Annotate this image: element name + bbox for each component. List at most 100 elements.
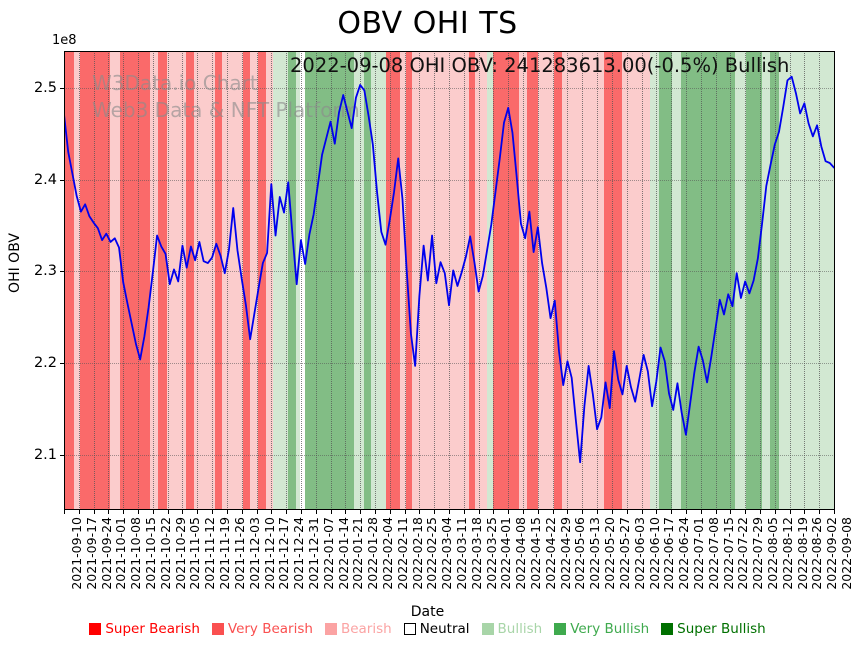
legend-swatch-icon <box>324 623 337 635</box>
x-gridline <box>138 51 140 510</box>
signal-band <box>761 51 771 510</box>
x-gridline <box>641 51 643 510</box>
x-gridline <box>434 51 436 510</box>
x-tick-mark <box>611 510 613 514</box>
legend-item[interactable]: Very Bullish <box>554 621 649 637</box>
x-tick-label: 2022-01-07 <box>320 517 336 590</box>
x-gridline <box>730 51 732 510</box>
legend-item[interactable]: Bearish <box>324 621 392 637</box>
x-tick-mark <box>286 510 288 514</box>
x-tick-label: 2022-02-25 <box>424 517 440 590</box>
legend-label: Super Bearish <box>105 621 200 637</box>
x-tick-label: 2021-11-05 <box>187 517 203 590</box>
x-tick-label: 2021-12-31 <box>305 517 321 590</box>
y-gridline <box>64 87 835 89</box>
x-tick-mark <box>552 510 554 514</box>
x-gridline <box>819 51 821 510</box>
x-tick-mark <box>434 510 436 514</box>
y-gridline <box>64 271 835 273</box>
x-tick-mark <box>759 510 761 514</box>
x-tick-label: 2021-10-22 <box>157 517 173 590</box>
x-gridline <box>78 51 80 510</box>
y-tick-label: 2.2 <box>33 355 57 372</box>
legend-swatch-icon <box>403 623 416 635</box>
signal-band <box>110 51 120 510</box>
signal-band <box>193 51 216 510</box>
legend-swatch-icon <box>661 623 674 635</box>
x-gridline <box>330 51 332 510</box>
x-tick-label: 2022-04-08 <box>513 517 529 590</box>
legend-item[interactable]: Neutral <box>403 621 470 637</box>
x-tick-label: 2021-10-01 <box>113 517 129 590</box>
watermark-line-2: Web3 Data & NFT Platform <box>92 98 360 122</box>
signal-band <box>553 51 563 510</box>
x-gridline <box>345 51 347 510</box>
y-tick-mark <box>60 363 64 365</box>
x-tick-label: 2022-07-15 <box>720 517 736 590</box>
x-gridline <box>256 51 258 510</box>
x-gridline <box>597 51 599 510</box>
x-tick-mark <box>330 510 332 514</box>
x-gridline <box>611 51 613 510</box>
x-tick-mark <box>182 510 184 514</box>
x-gridline <box>404 51 406 510</box>
signal-band <box>734 51 746 510</box>
x-tick-mark <box>315 510 317 514</box>
signal-band <box>158 51 167 510</box>
signal-band <box>272 51 288 510</box>
x-tick-mark <box>197 510 199 514</box>
x-tick-label: 2022-02-18 <box>409 517 425 590</box>
x-tick-mark <box>626 510 628 514</box>
legend-item[interactable]: Bullish <box>481 621 542 637</box>
signal-band <box>185 51 194 510</box>
x-tick-mark <box>834 510 835 514</box>
x-tick-mark <box>374 510 376 514</box>
signal-band <box>353 51 364 510</box>
signal-band <box>257 51 266 510</box>
x-tick-label: 2022-05-20 <box>602 517 618 590</box>
legend-label: Neutral <box>419 621 470 637</box>
x-tick-mark <box>730 510 732 514</box>
y-gridline <box>64 179 835 181</box>
signal-band <box>659 51 672 510</box>
x-gridline <box>360 51 362 510</box>
x-gridline <box>523 51 525 510</box>
x-tick-mark <box>78 510 80 514</box>
x-gridline <box>463 51 465 510</box>
y-axis-title: OHI OBV <box>7 233 23 293</box>
signal-band <box>468 51 475 510</box>
legend-item[interactable]: Super Bullish <box>661 621 766 637</box>
x-tick-mark <box>241 510 243 514</box>
x-tick-label: 2022-08-05 <box>764 517 780 590</box>
x-gridline <box>271 51 273 510</box>
x-gridline <box>315 51 317 510</box>
x-tick-mark <box>804 510 806 514</box>
x-tick-mark <box>152 510 154 514</box>
x-gridline <box>449 51 450 510</box>
signal-band <box>779 51 835 510</box>
chart-legend: Super Bearish Very Bearish Bearish Neutral B… <box>0 621 855 637</box>
y-tick-label: 2.4 <box>33 171 57 188</box>
x-gridline <box>226 51 228 510</box>
x-tick-label: 2021-11-26 <box>231 517 247 590</box>
x-tick-label: 2022-06-17 <box>661 517 677 590</box>
x-tick-mark <box>449 510 450 514</box>
legend-item[interactable]: Very Bearish <box>211 621 313 637</box>
x-tick-label: 2022-02-04 <box>379 517 395 590</box>
x-gridline <box>715 51 717 510</box>
x-tick-mark <box>508 510 510 514</box>
x-tick-mark <box>271 510 273 514</box>
x-gridline <box>389 51 391 510</box>
signal-band <box>680 51 735 510</box>
x-gridline <box>300 51 302 510</box>
x-tick-label: 2022-04-15 <box>528 517 544 590</box>
x-tick-mark <box>493 510 495 514</box>
x-tick-label: 2022-03-18 <box>468 517 484 590</box>
obv-series-line <box>64 75 835 464</box>
x-tick-label: 2022-07-22 <box>735 517 751 590</box>
signal-band <box>287 51 297 510</box>
x-gridline <box>286 51 288 510</box>
signal-band <box>671 51 681 510</box>
x-tick-mark <box>537 510 539 514</box>
legend-item[interactable]: Super Bearish <box>89 621 200 637</box>
